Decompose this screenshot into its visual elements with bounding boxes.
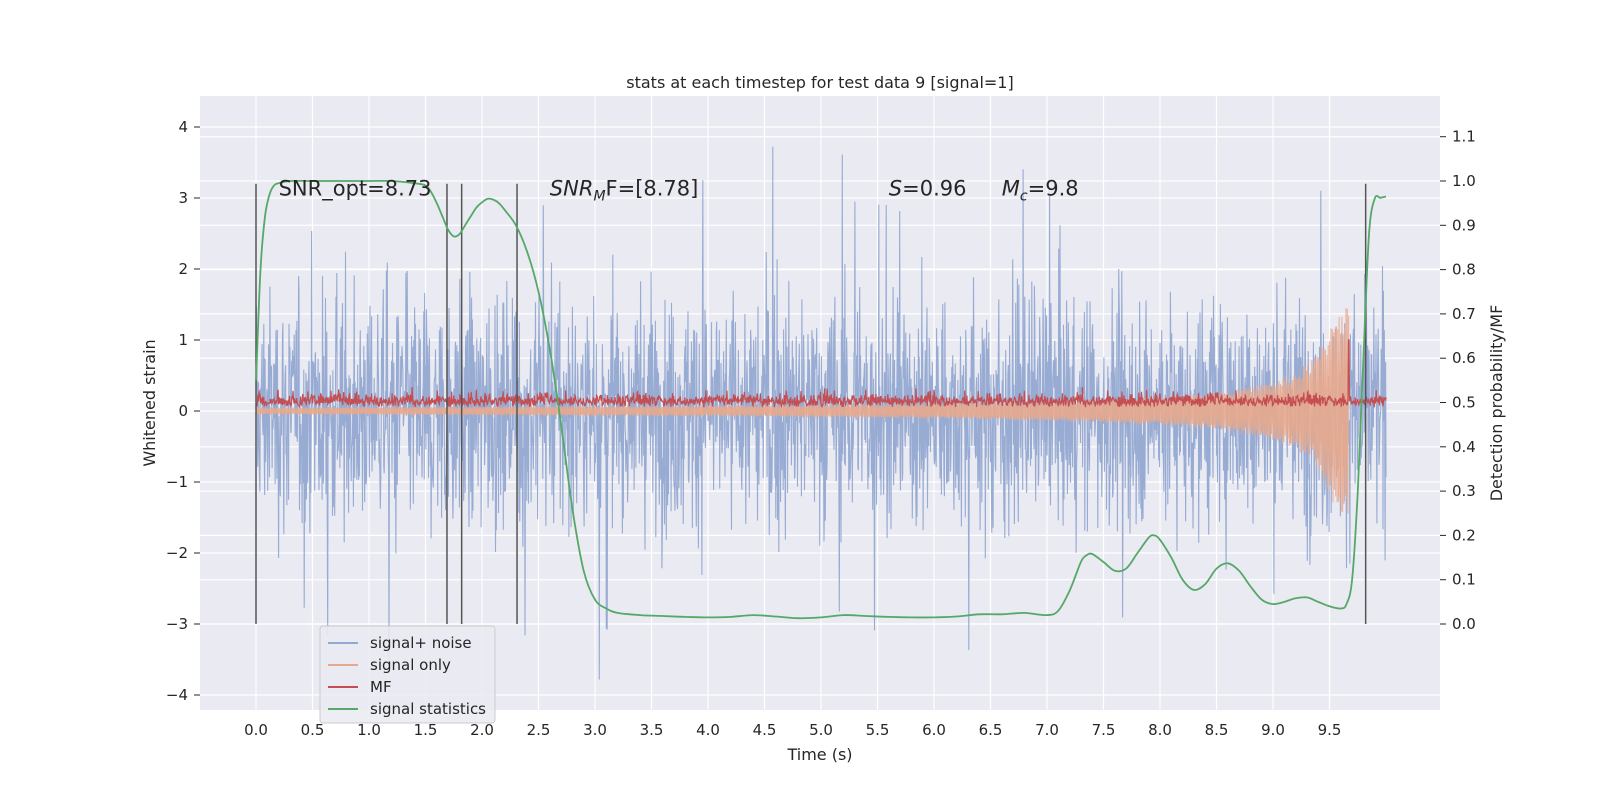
x-tick-label: 6.5 — [979, 721, 1003, 739]
y-right-tick-label: 0.8 — [1452, 261, 1476, 279]
y-axis-left-label: Whitened strain — [140, 339, 159, 466]
annotation-text: S=0.96 — [889, 176, 967, 200]
y-tick-label: −1 — [166, 473, 188, 491]
y-right-tick-label: 1.1 — [1452, 128, 1476, 146]
annotations: SNR_opt=8.73 SNRMF=[8.78] S=0.96 Mc=9.8 — [279, 176, 1079, 204]
annotation-suffix: =9.8 — [1028, 176, 1079, 200]
y-tick-label: 0 — [178, 402, 188, 420]
y-right-tick-label: 0.6 — [1452, 349, 1476, 367]
x-tick-label: 2.0 — [470, 721, 494, 739]
legend-label: signal statistics — [370, 700, 486, 718]
mf-line — [255, 339, 1387, 409]
x-tick-label: 2.5 — [527, 721, 551, 739]
x-tick-label: 9.5 — [1318, 721, 1342, 739]
signal-statistics-series — [255, 179, 1387, 620]
y-tick-label: 1 — [178, 331, 188, 349]
y-right-tick-label: 0.7 — [1452, 305, 1476, 323]
x-tick-label: 3.5 — [640, 721, 664, 739]
x-tick-label: 1.0 — [357, 721, 381, 739]
legend-label: signal+ noise — [370, 634, 472, 652]
y-right-tick-label: 1.0 — [1452, 172, 1476, 190]
y-tick-label: −3 — [166, 615, 188, 633]
y-axis-right-ticks: 1.1 1.0 0.9 0.8 0.7 0.6 0.5 0.4 0.3 0.2 0.1 0.0 — [1440, 128, 1476, 633]
signal-only-series — [255, 308, 1350, 514]
annotation-main: SNR — [550, 176, 594, 200]
x-tick-label: 4.5 — [753, 721, 777, 739]
chart-title: stats at each timestep for test data 9 [… — [626, 73, 1013, 92]
x-tick-label: 7.0 — [1035, 721, 1059, 739]
y-right-tick-label: 0.9 — [1452, 216, 1476, 234]
y-right-tick-label: 0.0 — [1452, 615, 1476, 633]
legend: signal+ noise signal only MF signal statist… — [319, 625, 496, 724]
x-axis-label: Time (s) — [786, 745, 852, 764]
legend-label: signal only — [370, 656, 451, 674]
annotation-suffix: =0.96 — [902, 176, 966, 200]
mf-series — [255, 339, 1387, 409]
annotation-main: S — [889, 176, 902, 200]
vertical-markers — [255, 183, 1367, 624]
x-tick-label: 4.0 — [696, 721, 720, 739]
signal-noise-line — [255, 146, 1387, 680]
annotation-main: SNR_opt=8.73 — [279, 176, 432, 201]
annotation-main: M — [1002, 176, 1020, 200]
y-right-tick-label: 0.5 — [1452, 394, 1476, 412]
annotation-subscript: c — [1020, 188, 1028, 204]
x-tick-label: 3.0 — [583, 721, 607, 739]
y-right-tick-label: 0.2 — [1452, 526, 1476, 544]
y-tick-label: −4 — [166, 686, 188, 704]
y-right-tick-label: 0.3 — [1452, 482, 1476, 500]
y-right-tick-label: 0.1 — [1452, 571, 1476, 589]
x-tick-label: 0.0 — [244, 721, 268, 739]
x-tick-label: 6.0 — [922, 721, 946, 739]
annotation-subscript: M — [593, 188, 605, 204]
x-tick-label: 5.0 — [809, 721, 833, 739]
legend-label: MF — [370, 678, 392, 696]
y-axis-right-label: Detection probability/MF — [1487, 305, 1506, 502]
x-axis-ticks: 0.0 0.5 1.0 1.5 2.0 2.5 3.0 3.5 4.0 4.5 5.0 5.5 6.0 6… — [244, 721, 1341, 739]
y-tick-label: −2 — [166, 544, 188, 562]
annotation-text: SNR_opt=8.73 — [279, 176, 432, 201]
y-right-tick-label: 0.4 — [1452, 438, 1476, 456]
signal-noise-series — [255, 146, 1387, 680]
annotation-text: Mc=9.8 — [1002, 176, 1079, 204]
annotation-text: SNRMF=[8.78] — [550, 176, 699, 204]
y-tick-label: 4 — [178, 118, 188, 136]
signal-only-line — [255, 308, 1350, 514]
x-tick-label: 9.0 — [1261, 721, 1285, 739]
y-axis-left-ticks: 4 3 2 1 0 −1 −2 −3 −4 — [166, 118, 200, 704]
legend-box — [319, 625, 496, 724]
x-tick-label: 7.5 — [1092, 721, 1116, 739]
x-tick-label: 5.5 — [866, 721, 890, 739]
y-tick-label: 2 — [178, 260, 188, 278]
x-tick-label: 8.5 — [1205, 721, 1229, 739]
signal-statistics-line — [255, 179, 1387, 620]
annotation-suffix: F=[8.78] — [606, 176, 699, 200]
x-tick-label: 8.0 — [1148, 721, 1172, 739]
x-tick-label: 0.5 — [301, 721, 325, 739]
x-tick-label: 1.5 — [414, 721, 438, 739]
y-tick-label: 3 — [178, 189, 188, 207]
